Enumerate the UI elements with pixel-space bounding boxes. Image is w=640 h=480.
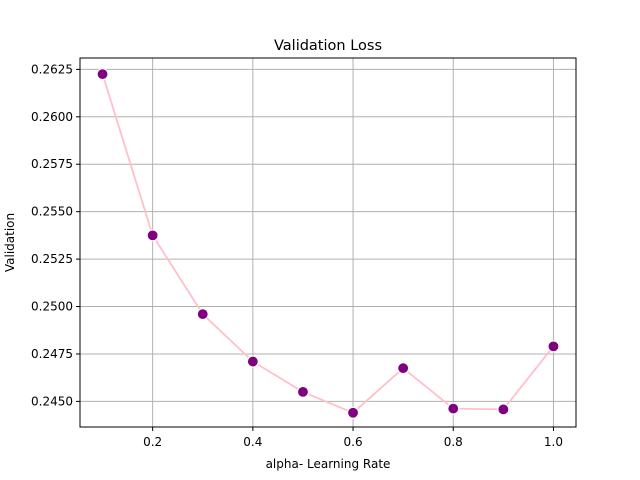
grid-lines — [80, 58, 576, 427]
axis-ticks: 0.2 0.4 0.6 0.8 1.0 0.2450 0.2475 0.2500 0.2525 0… — [31, 62, 563, 449]
x-tick-label: 0.6 — [344, 435, 363, 449]
data-point — [246, 355, 259, 368]
x-tick-label: 0.8 — [444, 435, 463, 449]
data-point — [497, 403, 510, 416]
data-point — [196, 308, 209, 321]
y-tick-label: 0.2575 — [31, 157, 73, 171]
y-tick-label: 0.2525 — [31, 252, 73, 266]
x-axis-label: alpha- Learning Rate — [266, 457, 391, 471]
y-axis-label: Validation — [3, 213, 17, 272]
x-tick-label: 0.2 — [143, 435, 162, 449]
data-point — [447, 402, 460, 415]
data-point — [547, 340, 560, 353]
y-tick-label: 0.2600 — [31, 110, 73, 124]
plot-frame — [79, 57, 577, 428]
data-point — [96, 68, 109, 81]
y-tick-label: 0.2450 — [31, 394, 73, 408]
y-tick-label: 0.2500 — [31, 300, 73, 314]
data-point — [346, 406, 360, 419]
data-point — [397, 362, 410, 375]
chart-title: Validation Loss — [274, 38, 382, 54]
series-line — [101, 73, 555, 414]
y-tick-label: 0.2625 — [31, 62, 73, 76]
y-tick-label: 0.2475 — [31, 347, 73, 361]
data-point — [146, 229, 159, 242]
x-tick-label: 1.0 — [544, 435, 563, 449]
y-tick-label: 0.2550 — [31, 205, 73, 219]
series-layer — [96, 68, 560, 419]
x-tick-label: 0.4 — [243, 435, 262, 449]
data-point — [296, 385, 310, 399]
